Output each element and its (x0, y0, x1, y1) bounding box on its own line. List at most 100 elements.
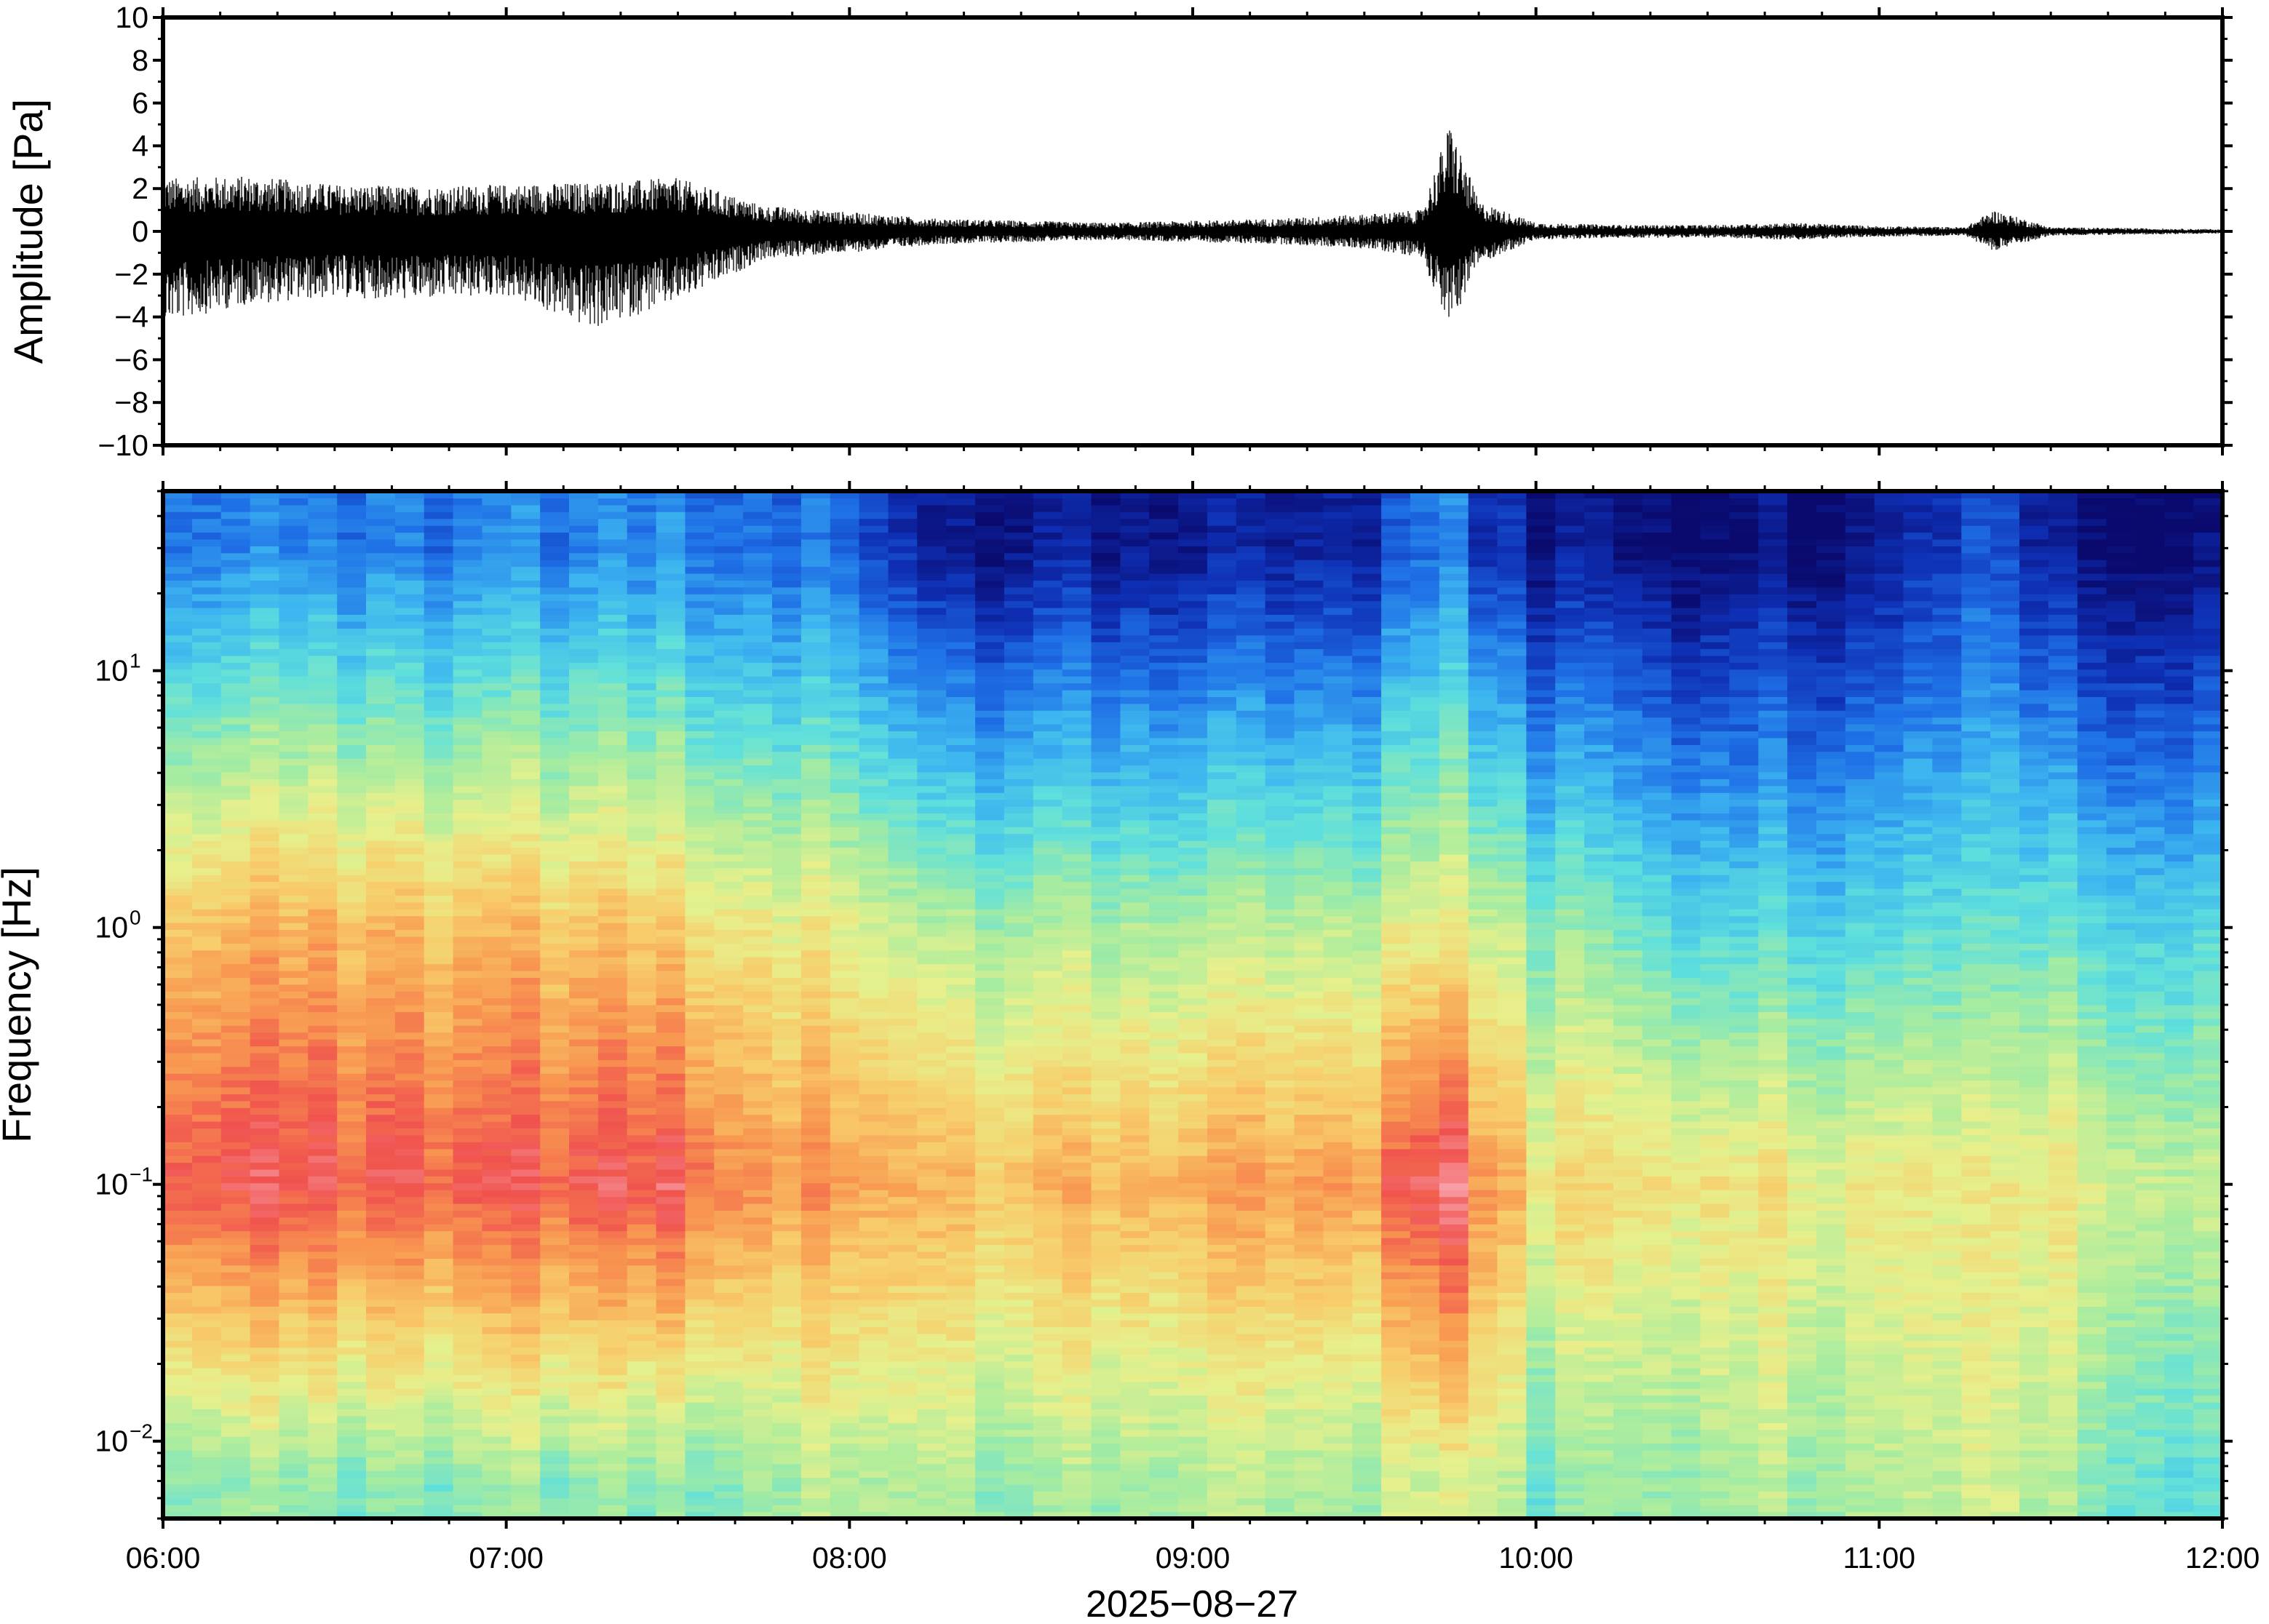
spectrogram-cell (917, 1148, 947, 1156)
spectrogram-cell (279, 1395, 309, 1403)
spectrogram-cell (800, 1114, 831, 1122)
spectrogram-cell (714, 1340, 744, 1348)
spectrogram-cell (250, 1374, 280, 1382)
spectrogram-cell (366, 1361, 396, 1369)
spectrogram-cell (946, 1176, 976, 1184)
spectrogram-cell (975, 1073, 1005, 1081)
spectrogram-cell (975, 929, 1005, 937)
spectrogram-cell (1004, 1299, 1034, 1307)
spectrogram-cell (656, 498, 686, 506)
spectrogram-cell (191, 1107, 222, 1115)
spectrogram-cell (163, 1128, 193, 1136)
spectrogram-cell (366, 1443, 396, 1451)
spectrogram-cell (366, 1018, 396, 1026)
spectrogram-cell (714, 655, 744, 663)
spectrogram-cell (830, 676, 860, 684)
spectrogram-cell (830, 1415, 860, 1423)
spectrogram-cell (627, 724, 657, 732)
spectrogram-cell (1062, 600, 1092, 608)
spectrogram-cell (946, 1463, 976, 1471)
spectrogram-cell (394, 1251, 425, 1259)
spectrogram-cell (482, 1176, 512, 1184)
spectrogram-cell (800, 504, 831, 512)
spectrogram-cell (394, 1272, 425, 1280)
spectrogram-cell (656, 853, 686, 861)
spectrogram-cell (366, 717, 396, 725)
spectrogram-cell (888, 1210, 918, 1218)
spectrogram-cell (482, 771, 512, 779)
spectrogram-cell (1004, 813, 1034, 821)
spectrogram-cell (366, 1422, 396, 1430)
spectrogram-cell (800, 1210, 831, 1218)
spectrogram-cell (772, 1457, 802, 1465)
spectrogram-cell (772, 765, 802, 773)
spectrogram-cell (1004, 525, 1034, 533)
spectrogram-cell (656, 1142, 686, 1150)
spectrogram-cell (859, 580, 889, 588)
spectrogram-cell (308, 662, 338, 670)
spectrogram-cell (191, 614, 222, 622)
spectrogram-cell (743, 717, 773, 725)
spectrogram-cell (424, 792, 454, 800)
spectrogram-cell (337, 1470, 367, 1478)
spectrogram-cell (917, 1299, 947, 1307)
spectrogram-cell (627, 853, 657, 861)
spectrogram-cell (511, 929, 541, 937)
spectrogram-cell (337, 1046, 367, 1054)
spectrogram-cell (337, 1443, 367, 1451)
spectrogram-cell (308, 634, 338, 642)
spectrogram-cell (888, 1142, 918, 1150)
spectrogram-cell (279, 1313, 309, 1321)
spectrogram-cell (772, 1436, 802, 1444)
spectrogram-cell (800, 1052, 831, 1060)
spectrogram-cell (394, 963, 425, 971)
spectrogram-cell (656, 785, 686, 793)
spectrogram-cell (424, 1388, 454, 1396)
spectrogram-cell (511, 853, 541, 861)
spectrogram-cell (279, 1258, 309, 1266)
spectrogram-cell (800, 1142, 831, 1150)
spectrogram-cell (540, 1463, 570, 1471)
spectrogram-cell (424, 901, 454, 909)
spectrogram-cell (424, 765, 454, 773)
spectrogram-cell (163, 1251, 193, 1259)
spectrogram-cell (743, 977, 773, 985)
spectrogram-cell (569, 1155, 599, 1163)
spectrogram-cell (569, 642, 599, 650)
spectrogram-cell (163, 957, 193, 965)
spectrogram-cell (394, 538, 425, 546)
spectrogram-cell (917, 977, 947, 985)
spectrogram-cell (569, 608, 599, 615)
spectrogram-cell (597, 538, 628, 546)
spectrogram-cell (191, 1278, 222, 1286)
spectrogram-cell (800, 546, 831, 554)
spectrogram-cell (279, 1484, 309, 1492)
spectrogram-cell (1062, 560, 1092, 568)
spectrogram-cell (1004, 1087, 1034, 1094)
spectrogram-cell (888, 737, 918, 745)
spectrogram-cell (337, 731, 367, 739)
spectrogram-cell (308, 1190, 338, 1198)
spectrogram-cell (888, 731, 918, 739)
spectrogram-cell (1004, 1306, 1034, 1314)
spectrogram-cell (337, 696, 367, 704)
spectrogram-cell (366, 1285, 396, 1293)
spectrogram-cell (191, 1443, 222, 1451)
spectrogram-cell (743, 1409, 773, 1417)
spectrogram-cell (220, 1326, 251, 1334)
spectrogram-cell (366, 580, 396, 588)
spectrogram-cell (597, 888, 628, 896)
spectrogram-cell (308, 586, 338, 594)
spectrogram-cell (424, 1333, 454, 1341)
spectrogram-cell (830, 1052, 860, 1060)
spectrogram-cell (220, 799, 251, 807)
spectrogram-cell (337, 1080, 367, 1088)
spectrogram-cell (714, 977, 744, 985)
spectrogram-cell (220, 586, 251, 594)
spectrogram-cell (424, 1367, 454, 1375)
spectrogram-cell (424, 669, 454, 677)
spectrogram-cell (540, 1361, 570, 1369)
spectrogram-cell (482, 696, 512, 704)
spectrogram-cell (1062, 1374, 1092, 1382)
spectrogram-cell (800, 1491, 831, 1499)
